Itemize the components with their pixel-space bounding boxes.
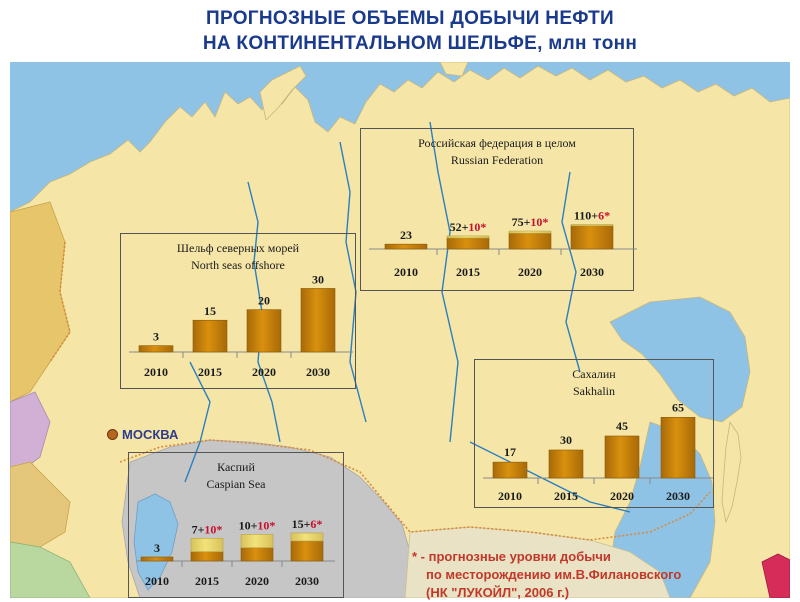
russia-chart: 23 2010 52+10* 2015 75+10* 2020 110+6* 2030: [369, 209, 637, 279]
bar-russia-2010: [384, 243, 428, 250]
data-label-russia-2010: 23: [400, 228, 412, 242]
sakhalin-chart: 17 2010 30 2015 45 2020 65 2030: [483, 400, 713, 503]
data-label-russia-2030: 110+6*: [574, 209, 610, 223]
bar-sakhalin-2015: [548, 449, 584, 479]
tick-label-russia-2010: 2010: [394, 265, 418, 279]
data-label-russia-2020: 75+10*: [512, 215, 549, 229]
bar-caspian-2020: [240, 547, 274, 562]
russia-chart-panel: Российская федерация в целом Russian Fed…: [360, 128, 637, 291]
map: [10, 62, 790, 598]
tick-label-north-2030: 2030: [306, 365, 330, 379]
footnote-line-1: * - прогнозные уровни добычи: [412, 549, 611, 564]
tick-label-sakhalin-2020: 2020: [610, 489, 634, 503]
western-countries: [10, 201, 71, 403]
russia-chart-title-en: Russian Federation: [450, 153, 544, 167]
data-label-sakhalin-2030: 65: [672, 400, 684, 414]
data-label-caspian-2020: 10+10*: [239, 518, 276, 532]
data-label-north-2015: 15: [204, 304, 216, 318]
data-label-caspian-2010: 3: [154, 541, 160, 555]
tick-label-sakhalin-2015: 2015: [554, 489, 578, 503]
bar-extra-caspian-2015: [190, 538, 224, 552]
data-label-sakhalin-2015: 30: [560, 433, 572, 447]
data-label-russia-2015: 52+10*: [450, 220, 487, 234]
south-west-region: [10, 541, 91, 598]
tick-label-russia-2020: 2020: [518, 265, 542, 279]
moscow-label: МОСКВА: [122, 427, 179, 442]
bar-north-2015: [192, 319, 228, 353]
tick-label-russia-2030: 2030: [580, 265, 604, 279]
bar-north-2030: [300, 288, 336, 353]
north-seas-chart-panel: Шельф северных морей North seas offshore…: [120, 233, 356, 389]
data-label-caspian-2030: 15+6*: [292, 517, 323, 531]
russia-chart-title-ru: Российская федерация в целом: [418, 136, 576, 150]
footnote-line-3: (НК "ЛУКОЙЛ", 2006 г.): [426, 585, 570, 600]
tick-label-caspian-2015: 2015: [195, 574, 219, 588]
data-label-north-2030: 30: [312, 272, 324, 286]
bar-extra-russia-2030: [570, 224, 614, 227]
tick-label-north-2015: 2015: [198, 365, 222, 379]
data-label-north-2020: 20: [258, 294, 270, 308]
page-title-line-2: НА КОНТИНЕНТАЛЬНОМ ШЕЛЬФЕ, млн тонн: [202, 33, 638, 54]
bar-sakhalin-2020: [604, 435, 640, 479]
tick-label-sakhalin-2010: 2010: [498, 489, 522, 503]
bar-sakhalin-2030: [660, 417, 696, 479]
japan-island: [761, 553, 790, 598]
bar-extra-caspian-2030: [290, 532, 324, 542]
severnaya-zemlya: [439, 62, 469, 77]
tick-label-north-2020: 2020: [252, 365, 276, 379]
map-background: [10, 62, 790, 598]
tick-label-caspian-2010: 2010: [145, 574, 169, 588]
bar-north-2020: [246, 309, 282, 353]
sakhalin-chart-title-en: Sakhalin: [573, 384, 615, 398]
data-label-caspian-2015: 7+10*: [192, 522, 223, 536]
caspian-chart-title-en: Caspian Sea: [206, 477, 266, 491]
bar-caspian-2015: [190, 551, 224, 562]
sakhalin-island: [721, 420, 742, 524]
bar-extra-russia-2015: [446, 235, 490, 239]
rivers: [184, 121, 631, 513]
tick-label-caspian-2020: 2020: [245, 574, 269, 588]
caspian-chart: 3 2010 7+10* 2015 10+10* 2020 15+6* 2030: [137, 517, 335, 588]
bar-russia-2020: [508, 232, 552, 250]
bar-caspian-2030: [290, 540, 324, 562]
bar-north-2010: [138, 345, 174, 353]
north-seas-chart-title-en: North seas offshore: [191, 258, 285, 272]
bar-caspian-2010: [140, 556, 174, 562]
sakhalin-chart-panel: Сахалин Sakhalin 17 2010 30 2015 45 2020 65 203…: [474, 359, 714, 508]
caspian-sea: [133, 493, 179, 591]
moscow-marker: [107, 429, 118, 440]
bar-russia-2015: [446, 237, 490, 250]
footnote: * - прогнозные уровни добычи по месторож…: [412, 548, 681, 602]
tick-label-north-2010: 2010: [144, 365, 168, 379]
data-label-sakhalin-2020: 45: [616, 419, 628, 433]
page-title-line-1: ПРОГНОЗНЫЕ ОБЪЕМЫ ДОБЫЧИ НЕФТИ: [206, 8, 614, 29]
bar-extra-caspian-2020: [240, 534, 274, 548]
bar-sakhalin-2010: [492, 461, 528, 479]
mongolia-china-region: [404, 526, 671, 598]
title-area: ПРОГНОЗНЫЕ ОБЪЕМЫ ДОБЫЧИ НЕФТИ НА КОНТИН…: [0, 0, 800, 60]
data-label-sakhalin-2010: 17: [504, 445, 516, 459]
tick-label-caspian-2030: 2030: [295, 574, 319, 588]
novaya-zemlya: [259, 65, 307, 121]
bar-extra-russia-2020: [508, 230, 552, 234]
tick-label-russia-2015: 2015: [456, 265, 480, 279]
north-seas-chart-title-ru: Шельф северных морей: [176, 241, 300, 255]
data-label-north-2010: 3: [153, 330, 159, 344]
caspian-chart-panel: Каспий Caspian Sea 3 2010 7+10* 2015 10+10* 2…: [128, 452, 344, 598]
sakhalin-chart-title-ru: Сахалин: [572, 367, 616, 381]
baltic-region: [10, 391, 51, 473]
caspian-chart-title-ru: Каспий: [217, 460, 255, 474]
tick-label-sakhalin-2030: 2030: [666, 489, 690, 503]
footnote-line-2: по месторождению им.В.Филановского: [426, 567, 682, 582]
borders: [49, 241, 711, 541]
bar-russia-2030: [570, 225, 614, 250]
